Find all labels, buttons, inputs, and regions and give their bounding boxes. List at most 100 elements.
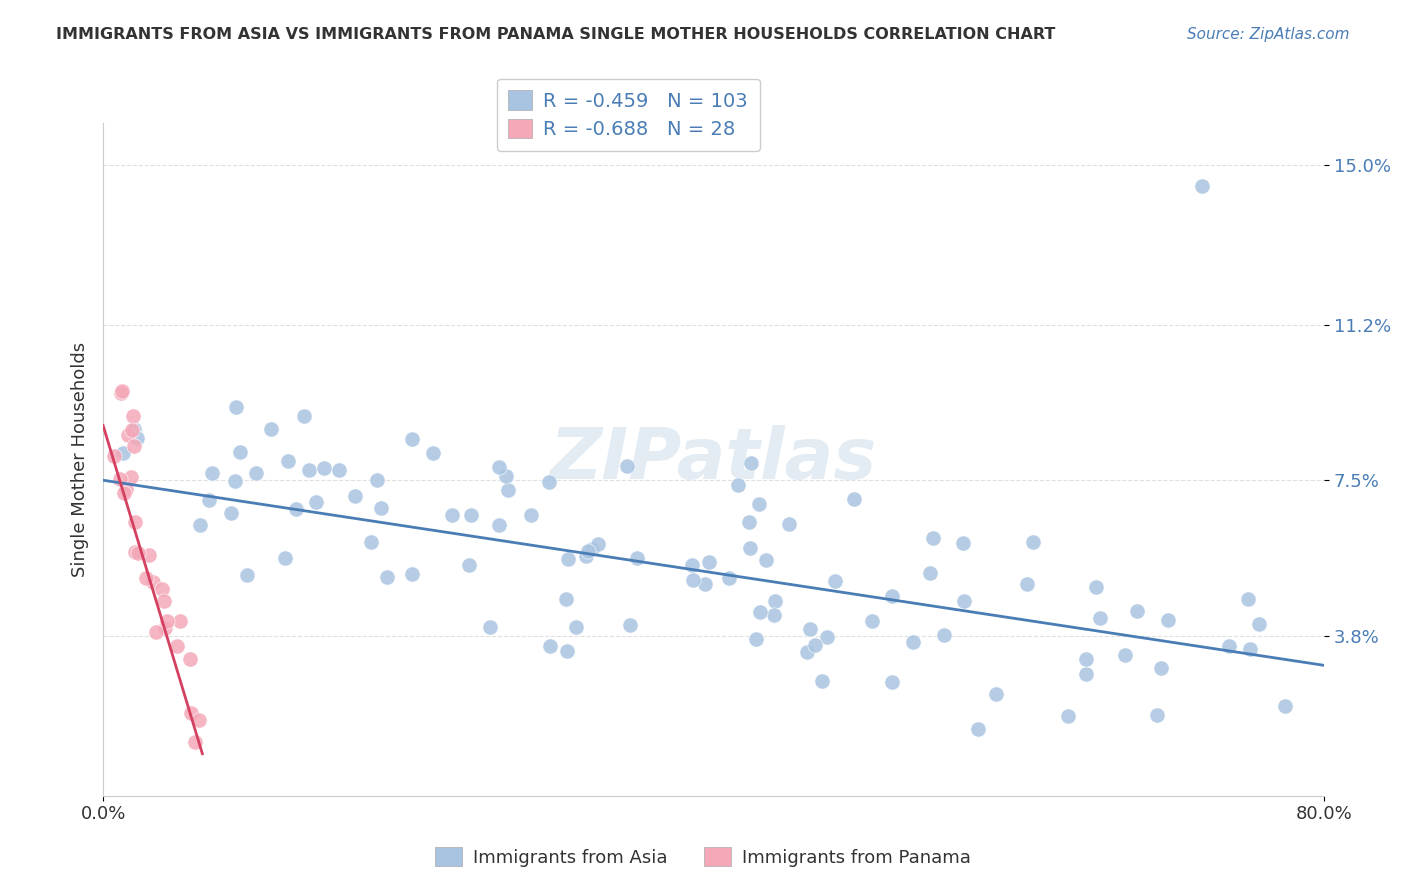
Point	[880, 589, 903, 603]
Point	[727, 478, 749, 492]
Point	[520, 508, 543, 522]
Point	[401, 567, 423, 582]
Point	[188, 517, 211, 532]
Point	[111, 384, 134, 398]
Point	[844, 491, 866, 506]
Text: ZIPatlas: ZIPatlas	[550, 425, 877, 493]
Point	[1076, 666, 1098, 681]
Point	[145, 624, 167, 639]
Point	[111, 445, 134, 459]
Point	[127, 546, 149, 560]
Point	[422, 446, 444, 460]
Point	[153, 622, 176, 636]
Point	[124, 515, 146, 529]
Point	[305, 495, 328, 509]
Point	[298, 463, 321, 477]
Point	[1022, 535, 1045, 549]
Point	[260, 422, 283, 436]
Point	[755, 553, 778, 567]
Point	[1057, 708, 1080, 723]
Point	[934, 628, 956, 642]
Point	[292, 409, 315, 424]
Point	[778, 516, 800, 531]
Point	[576, 544, 599, 558]
Point	[360, 535, 382, 549]
Point	[103, 449, 125, 463]
Point	[554, 592, 576, 607]
Point	[922, 532, 945, 546]
Point	[120, 469, 142, 483]
Point	[799, 622, 821, 636]
Point	[183, 735, 205, 749]
Point	[538, 639, 561, 653]
Point	[1114, 648, 1136, 662]
Point	[918, 566, 941, 580]
Point	[966, 722, 988, 736]
Point	[108, 472, 131, 486]
Point	[1157, 613, 1180, 627]
Point	[142, 575, 165, 590]
Point	[952, 535, 974, 549]
Point	[166, 640, 188, 654]
Point	[460, 508, 482, 523]
Point	[796, 645, 818, 659]
Point	[1126, 604, 1149, 618]
Point	[236, 568, 259, 582]
Point	[314, 461, 336, 475]
Point	[125, 431, 148, 445]
Point	[458, 558, 481, 573]
Point	[557, 644, 579, 658]
Point	[581, 541, 603, 556]
Point	[1076, 651, 1098, 665]
Point	[225, 401, 247, 415]
Point	[984, 687, 1007, 701]
Point	[135, 571, 157, 585]
Point	[695, 576, 717, 591]
Point	[138, 548, 160, 562]
Point	[745, 632, 768, 646]
Point	[124, 544, 146, 558]
Text: Source: ZipAtlas.com: Source: ZipAtlas.com	[1187, 27, 1350, 42]
Point	[187, 713, 209, 727]
Point	[565, 620, 588, 634]
Point	[121, 423, 143, 437]
Point	[810, 673, 832, 688]
Point	[697, 555, 720, 569]
Point	[537, 475, 560, 490]
Point	[1085, 581, 1108, 595]
Point	[245, 466, 267, 480]
Point	[277, 454, 299, 468]
Point	[953, 594, 976, 608]
Point	[273, 550, 295, 565]
Point	[495, 469, 517, 483]
Point	[616, 458, 638, 473]
Point	[1088, 611, 1111, 625]
Text: IMMIGRANTS FROM ASIA VS IMMIGRANTS FROM PANAMA SINGLE MOTHER HOUSEHOLDS CORRELAT: IMMIGRANTS FROM ASIA VS IMMIGRANTS FROM …	[56, 27, 1056, 42]
Point	[804, 638, 827, 652]
Point	[122, 422, 145, 436]
Point	[575, 549, 598, 563]
Point	[740, 541, 762, 555]
Legend: R = -0.459   N = 103, R = -0.688   N = 28: R = -0.459 N = 103, R = -0.688 N = 28	[496, 78, 759, 151]
Point	[122, 439, 145, 453]
Point	[180, 706, 202, 720]
Point	[179, 652, 201, 666]
Point	[198, 492, 221, 507]
Point	[824, 574, 846, 589]
Point	[488, 460, 510, 475]
Point	[740, 456, 762, 470]
Point	[441, 508, 464, 522]
Y-axis label: Single Mother Households: Single Mother Households	[72, 342, 89, 577]
Point	[681, 558, 703, 572]
Point	[375, 570, 398, 584]
Point	[860, 614, 883, 628]
Point	[229, 445, 252, 459]
Point	[1146, 708, 1168, 723]
Point	[117, 428, 139, 442]
Point	[221, 506, 243, 520]
Point	[115, 482, 138, 496]
Point	[370, 500, 392, 515]
Point	[366, 473, 388, 487]
Point	[156, 614, 179, 628]
Point	[121, 409, 143, 423]
